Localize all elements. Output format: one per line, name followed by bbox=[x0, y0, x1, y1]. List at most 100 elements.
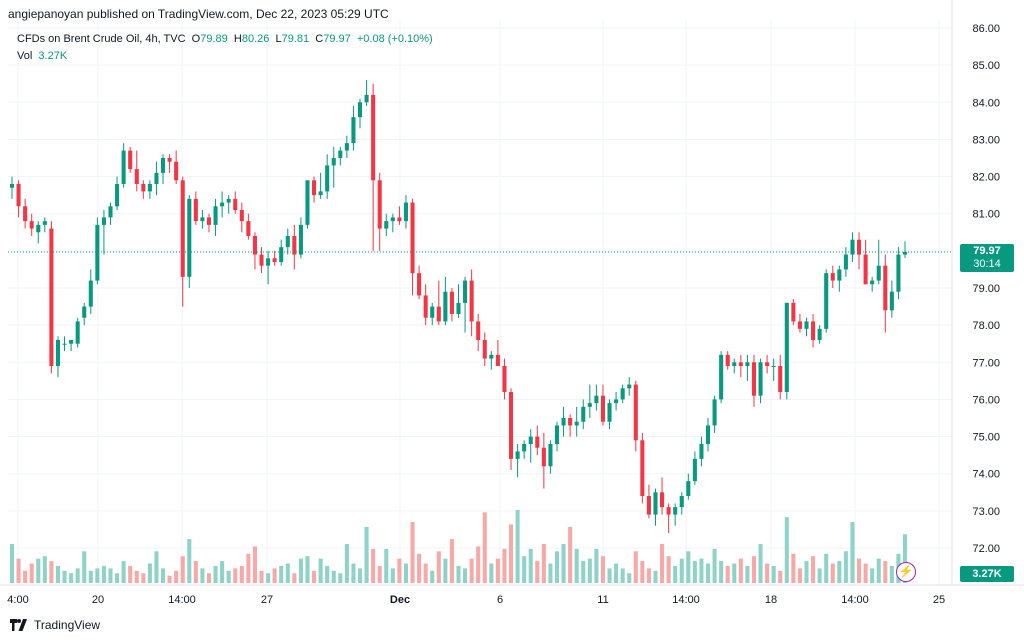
volume-bar bbox=[55, 565, 60, 583]
volume-value: 3.27K bbox=[38, 50, 68, 62]
candle-body bbox=[206, 217, 212, 225]
low-label: L bbox=[275, 33, 282, 45]
candle-body bbox=[804, 321, 809, 329]
candle-body bbox=[82, 306, 87, 318]
close-label: C bbox=[315, 33, 324, 45]
volume-label: Vol bbox=[17, 50, 33, 62]
price-tick-label: 86.00 bbox=[972, 23, 1000, 35]
volume-bar bbox=[600, 556, 605, 583]
volume-bar bbox=[9, 544, 15, 583]
candle-body bbox=[784, 302, 789, 392]
volume-bar bbox=[397, 558, 402, 583]
volume-bar bbox=[614, 563, 619, 583]
volume-bar bbox=[193, 561, 198, 583]
volume-bar bbox=[160, 568, 166, 583]
volume-bar bbox=[128, 565, 133, 583]
candle-body bbox=[252, 236, 257, 255]
volume-bar bbox=[535, 561, 540, 583]
candles bbox=[9, 80, 908, 534]
volume-bar bbox=[850, 522, 855, 583]
candle-body bbox=[449, 291, 454, 314]
volume-bar bbox=[548, 563, 553, 583]
lightning-bolt-icon[interactable]: ⚡ bbox=[896, 562, 916, 582]
volume-bar bbox=[561, 544, 566, 583]
candle-body bbox=[121, 150, 126, 184]
price-axis: 86.0085.0084.0083.0082.0081.0080.0079.00… bbox=[972, 23, 1000, 555]
volume-bar bbox=[417, 553, 422, 583]
candle-body bbox=[653, 492, 658, 515]
candle-body bbox=[811, 321, 816, 340]
volume-bar bbox=[679, 558, 684, 583]
candle-body bbox=[666, 507, 671, 515]
volume-bar bbox=[220, 561, 225, 583]
volume-bar bbox=[620, 568, 625, 583]
price-tick-label: 85.00 bbox=[972, 60, 1000, 72]
candle-body bbox=[489, 354, 494, 359]
candle-body bbox=[95, 224, 100, 281]
volume-bar bbox=[42, 556, 47, 583]
volume-bar bbox=[16, 558, 21, 583]
volume-bar bbox=[719, 561, 724, 583]
candle-body bbox=[614, 399, 619, 404]
volume-bar bbox=[95, 568, 100, 583]
candle-body bbox=[568, 418, 573, 426]
candle-body bbox=[397, 217, 402, 222]
candle-body bbox=[351, 117, 356, 144]
candle-body bbox=[541, 447, 546, 467]
candle-body bbox=[128, 150, 133, 170]
high-label: H bbox=[233, 33, 242, 45]
candle-body bbox=[436, 306, 441, 322]
footer-brand[interactable]: TradingView bbox=[10, 618, 100, 632]
volume-bar bbox=[285, 563, 290, 583]
volume-bar bbox=[522, 556, 527, 583]
candle-body bbox=[266, 258, 271, 266]
close-value: 79.97 bbox=[323, 33, 351, 45]
candle-body bbox=[272, 258, 277, 262]
candle-body bbox=[837, 269, 842, 281]
candle-body bbox=[857, 239, 862, 255]
candle-body bbox=[213, 206, 218, 225]
volume-bar bbox=[528, 548, 533, 583]
volume-bar bbox=[660, 544, 665, 583]
volume-bar bbox=[804, 561, 809, 583]
low-value: 79.81 bbox=[281, 33, 310, 45]
candle-body bbox=[331, 158, 336, 166]
volume-bar bbox=[364, 526, 369, 583]
volume-bar bbox=[115, 573, 120, 583]
candle-body bbox=[712, 399, 717, 426]
volume-bar bbox=[797, 568, 802, 583]
candle-body bbox=[292, 236, 297, 255]
volume-bar bbox=[456, 565, 461, 583]
candle-body bbox=[751, 362, 757, 396]
volume-bar bbox=[49, 561, 54, 583]
volume-bar bbox=[443, 558, 448, 583]
volume-bar bbox=[476, 546, 481, 583]
volume-bar bbox=[206, 573, 212, 583]
volume-bar bbox=[88, 570, 93, 583]
volume-bar bbox=[791, 553, 796, 583]
candle-body bbox=[298, 224, 303, 255]
candle-body bbox=[738, 362, 743, 366]
volume-bar bbox=[811, 556, 816, 583]
volume-bar bbox=[574, 548, 579, 583]
volume-bar bbox=[108, 568, 113, 583]
volume-bar bbox=[817, 568, 822, 583]
volume-bar bbox=[863, 563, 868, 583]
candle-body bbox=[765, 362, 770, 366]
candle-body bbox=[554, 425, 560, 444]
volume-bar bbox=[272, 568, 277, 583]
candle-body bbox=[338, 150, 343, 158]
candle-body bbox=[384, 221, 389, 229]
volume-bar bbox=[568, 526, 573, 583]
candle-body bbox=[279, 247, 284, 262]
high-value: 80.26 bbox=[241, 33, 270, 45]
last-price-value: 79.97 bbox=[973, 244, 1001, 257]
candle-body bbox=[843, 254, 848, 270]
volume-bar bbox=[778, 570, 783, 583]
candle-body bbox=[876, 265, 881, 281]
volume-bar bbox=[101, 565, 106, 583]
candle-body bbox=[463, 280, 468, 303]
candle-body bbox=[174, 161, 179, 181]
volume-bar bbox=[430, 570, 435, 583]
